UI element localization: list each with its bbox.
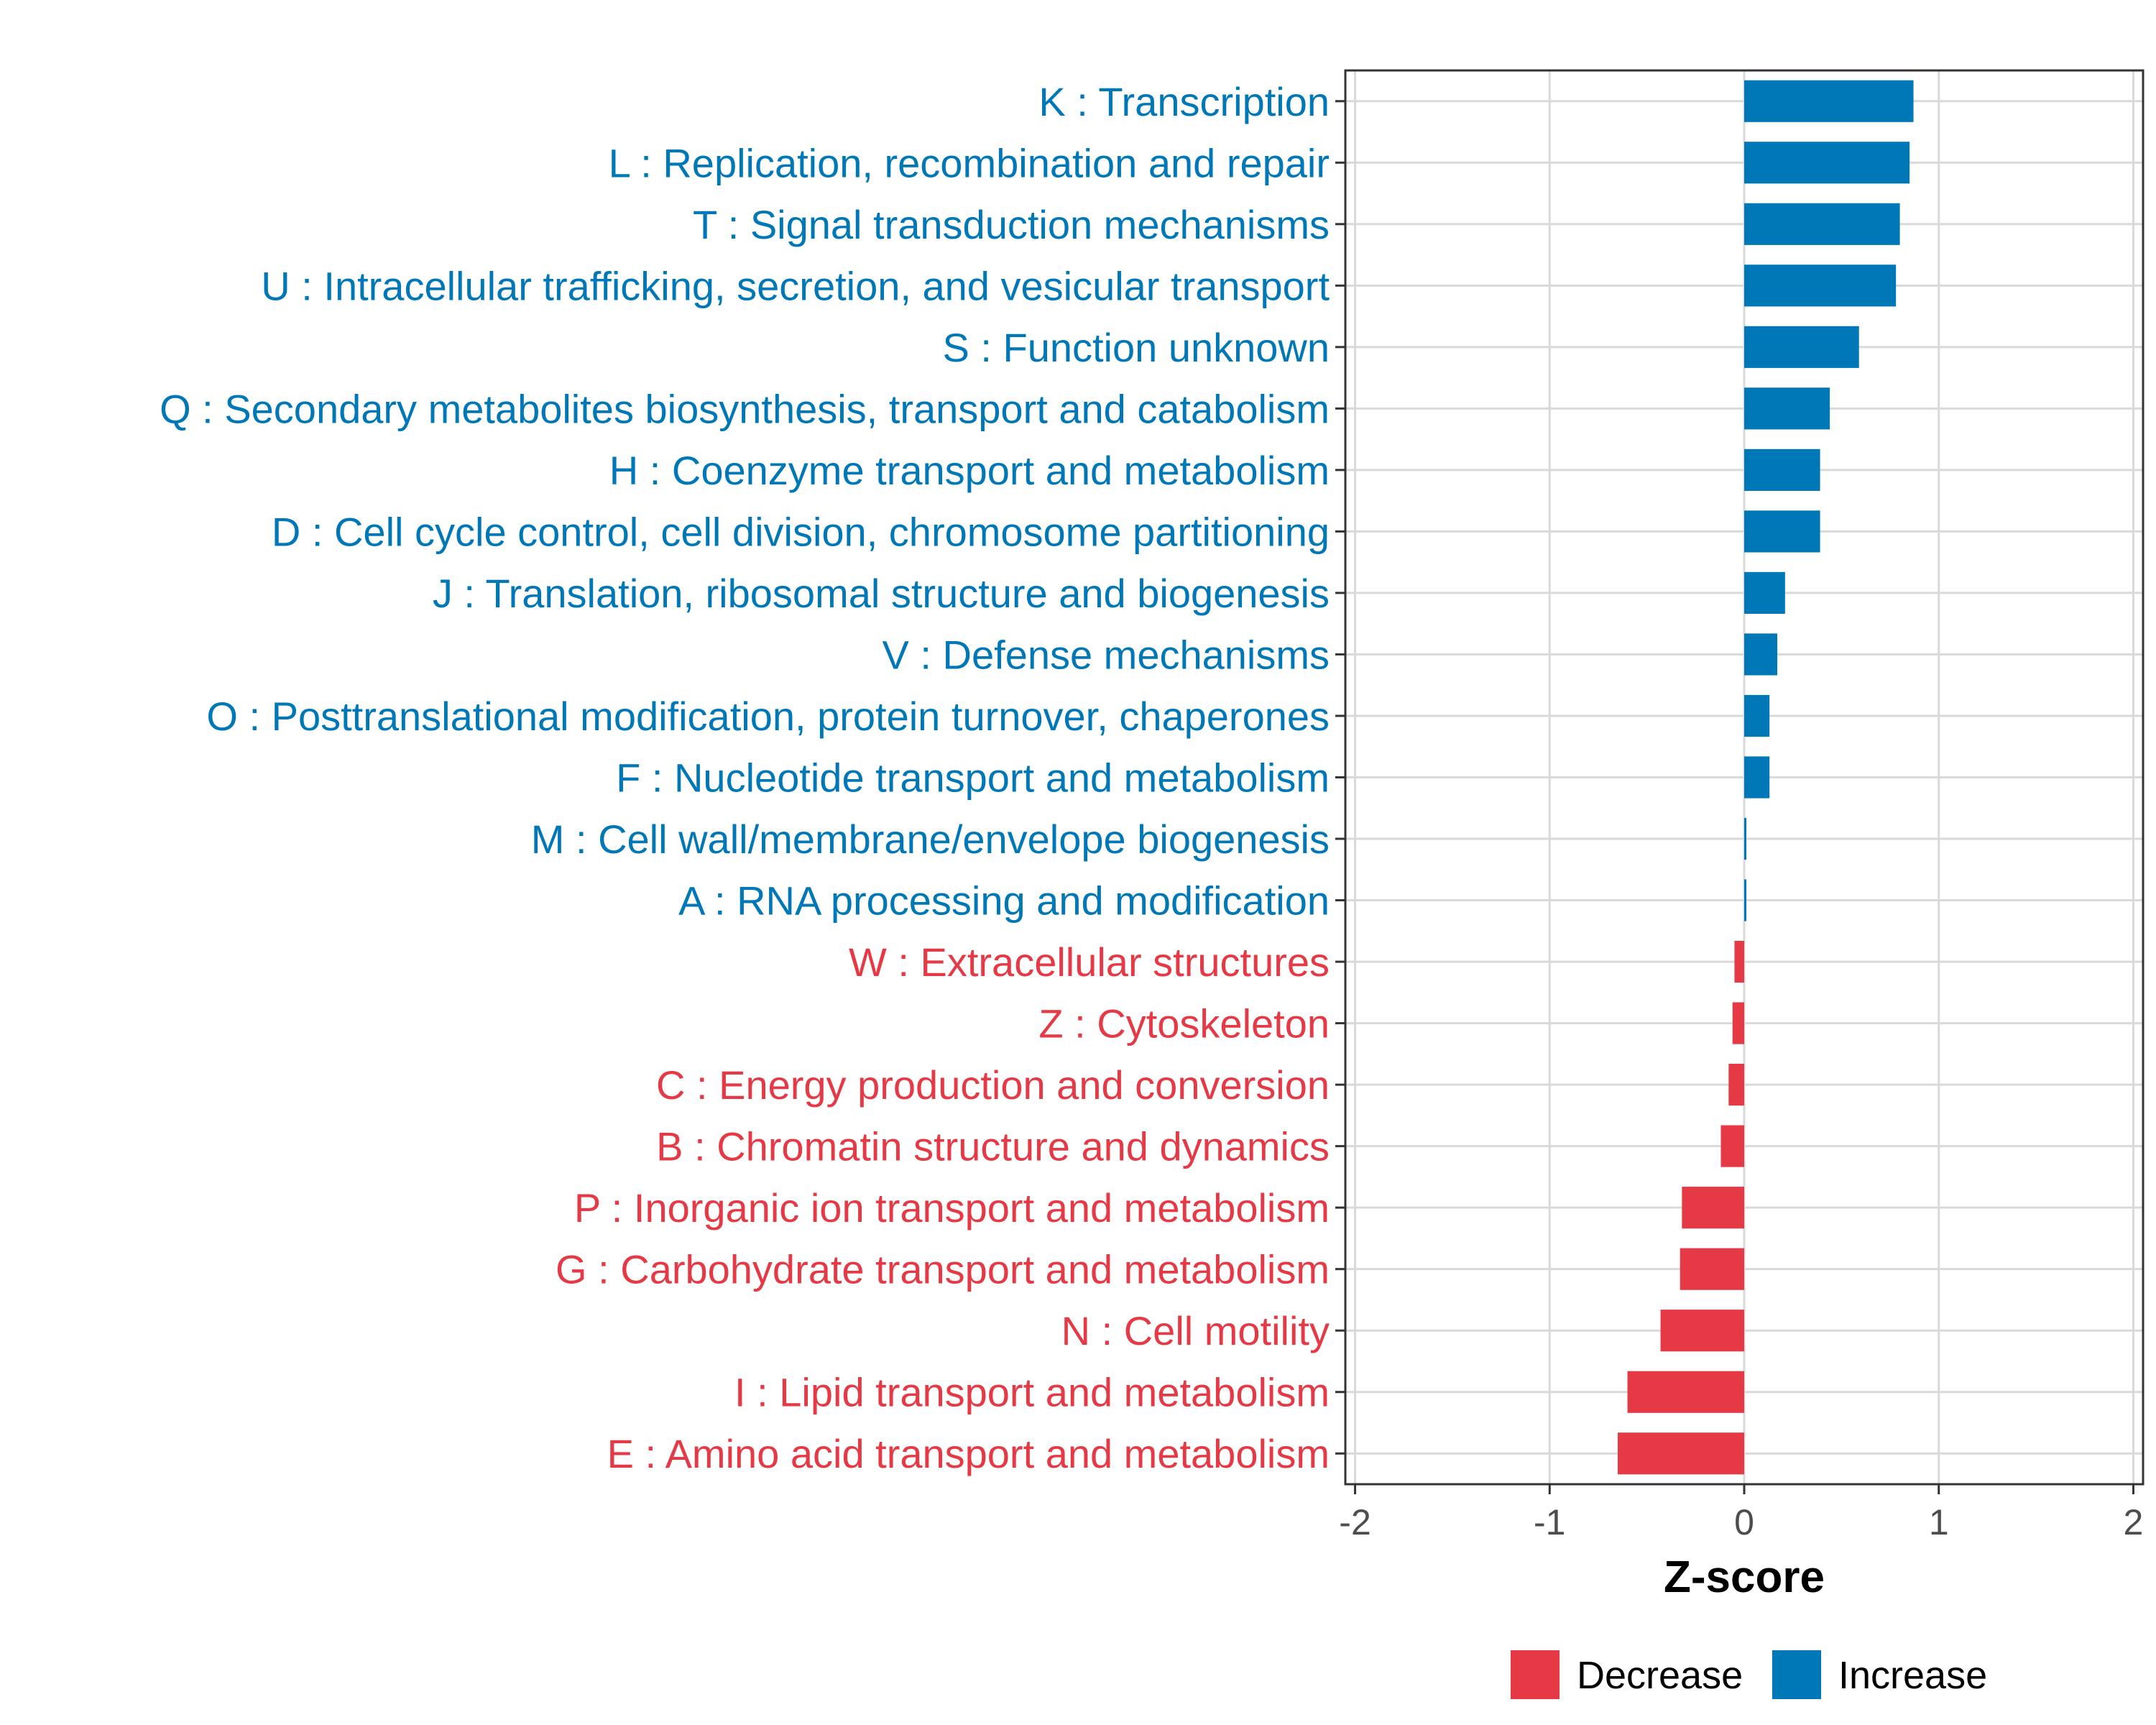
category-label-15: Z : Cytoskeleton: [1038, 1001, 1330, 1046]
legend-label-decrease: Decrease: [1577, 1654, 1743, 1697]
category-label-11: F : Nucleotide transport and metabolism: [616, 755, 1330, 801]
bar-1: [1744, 142, 1910, 184]
x-axis-title: Z-score: [1664, 1552, 1825, 1602]
bar-13: [1744, 879, 1746, 921]
category-label-2: T : Signal transduction mechanisms: [693, 202, 1330, 247]
x-tick-label-4: 2: [2124, 1502, 2144, 1542]
category-label-12: M : Cell wall/membrane/envelope biogenes…: [531, 816, 1330, 862]
bar-5: [1744, 387, 1830, 430]
bar-3: [1744, 264, 1897, 307]
legend: Decrease Increase: [1511, 1650, 1987, 1699]
legend-swatch-increase: [1772, 1650, 1821, 1699]
y-axis-ticks: [1335, 100, 1345, 1455]
legend-label-increase: Increase: [1838, 1654, 1987, 1697]
category-label-3: U : Intracellular trafficking, secretion…: [261, 263, 1330, 308]
bar-17: [1720, 1125, 1744, 1167]
category-label-19: G : Carbohydrate transport and metabolis…: [556, 1247, 1330, 1292]
bar-8: [1744, 571, 1785, 615]
category-label-13: A : RNA processing and modification: [678, 878, 1330, 924]
category-label-22: E : Amino acid transport and metabolism: [607, 1431, 1330, 1476]
bar-21: [1627, 1371, 1744, 1413]
category-label-14: W : Extracellular structures: [849, 939, 1330, 985]
category-label-1: L : Replication, recombination and repai…: [609, 140, 1330, 185]
category-label-21: I : Lipid transport and metabolism: [734, 1370, 1330, 1415]
bar-14: [1734, 940, 1744, 983]
category-label-20: N : Cell motility: [1061, 1308, 1330, 1353]
category-label-9: V : Defense mechanisms: [883, 632, 1330, 677]
category-label-7: D : Cell cycle control, cell division, c…: [272, 509, 1330, 554]
category-label-6: H : Coenzyme transport and metabolism: [609, 448, 1330, 493]
bar-16: [1728, 1064, 1744, 1106]
bar-22: [1618, 1432, 1744, 1475]
category-label-16: C : Energy production and conversion: [656, 1062, 1330, 1108]
bar-15: [1732, 1002, 1744, 1044]
bar-9: [1744, 633, 1778, 676]
bar-10: [1744, 694, 1770, 737]
bars: [1618, 80, 1914, 1475]
bar-6: [1744, 448, 1820, 491]
category-label-5: Q : Secondary metabolites biosynthesis, …: [160, 386, 1330, 431]
bar-7: [1744, 510, 1820, 553]
bar-12: [1744, 817, 1746, 860]
category-label-17: B : Chromatin structure and dynamics: [656, 1124, 1330, 1169]
category-label-10: O : Posttranslational modification, prot…: [206, 694, 1330, 739]
bar-18: [1682, 1187, 1744, 1229]
x-axis-tick-labels: -2 -1 0 1 2: [1339, 1502, 2143, 1542]
category-label-4: S : Function unknown: [942, 325, 1330, 370]
legend-swatch-decrease: [1511, 1650, 1560, 1699]
x-tick-label-0: -2: [1339, 1502, 1370, 1542]
category-label-0: K : Transcription: [1038, 79, 1330, 124]
x-tick-label-3: 1: [1929, 1502, 1949, 1542]
category-label-18: P : Inorganic ion transport and metaboli…: [574, 1185, 1330, 1230]
bar-4: [1744, 326, 1859, 368]
x-axis-ticks: [1354, 1484, 2134, 1494]
bar-11: [1744, 756, 1770, 799]
y-axis-category-labels: K : Transcription L : Replication, recomb…: [160, 79, 1330, 1476]
category-label-8: J : Translation, ribosomal structure and…: [433, 571, 1330, 616]
bar-19: [1680, 1248, 1744, 1290]
bar-2: [1744, 203, 1900, 245]
bar-20: [1660, 1310, 1744, 1352]
bar-0: [1744, 80, 1914, 122]
x-tick-label-2: 0: [1734, 1502, 1754, 1542]
x-tick-label-1: -1: [1534, 1502, 1565, 1542]
